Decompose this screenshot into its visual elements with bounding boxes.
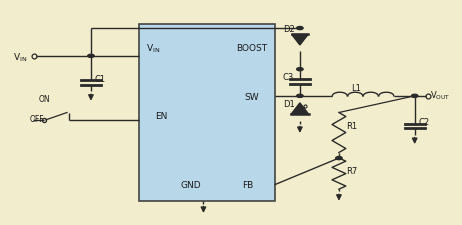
Text: C2: C2 xyxy=(419,118,430,127)
Text: ON: ON xyxy=(39,95,51,104)
Text: FB: FB xyxy=(243,181,254,190)
Text: V$_{\mathregular{OUT}}$: V$_{\mathregular{OUT}}$ xyxy=(430,90,450,102)
Text: R1: R1 xyxy=(346,122,357,131)
Text: C1: C1 xyxy=(95,75,106,84)
Text: D1: D1 xyxy=(283,100,295,109)
Circle shape xyxy=(297,68,303,71)
Text: SW: SW xyxy=(244,93,259,102)
Circle shape xyxy=(297,27,303,30)
Text: V$_{\mathregular{IN}}$: V$_{\mathregular{IN}}$ xyxy=(13,51,27,64)
Text: V$_{\mathregular{IN}}$: V$_{\mathregular{IN}}$ xyxy=(146,42,160,55)
Circle shape xyxy=(297,94,303,97)
Text: C3: C3 xyxy=(283,73,294,82)
Circle shape xyxy=(412,94,418,97)
Text: R7: R7 xyxy=(346,166,357,176)
Text: BOOST: BOOST xyxy=(236,44,267,53)
Text: GND: GND xyxy=(181,181,201,190)
Circle shape xyxy=(88,54,94,57)
Text: L1: L1 xyxy=(351,84,361,93)
Text: EN: EN xyxy=(155,112,168,121)
Text: OFF: OFF xyxy=(30,115,44,124)
Text: D2: D2 xyxy=(283,25,295,34)
Bar xyxy=(139,24,274,201)
Polygon shape xyxy=(291,103,309,114)
Polygon shape xyxy=(292,34,308,45)
Circle shape xyxy=(336,157,342,160)
